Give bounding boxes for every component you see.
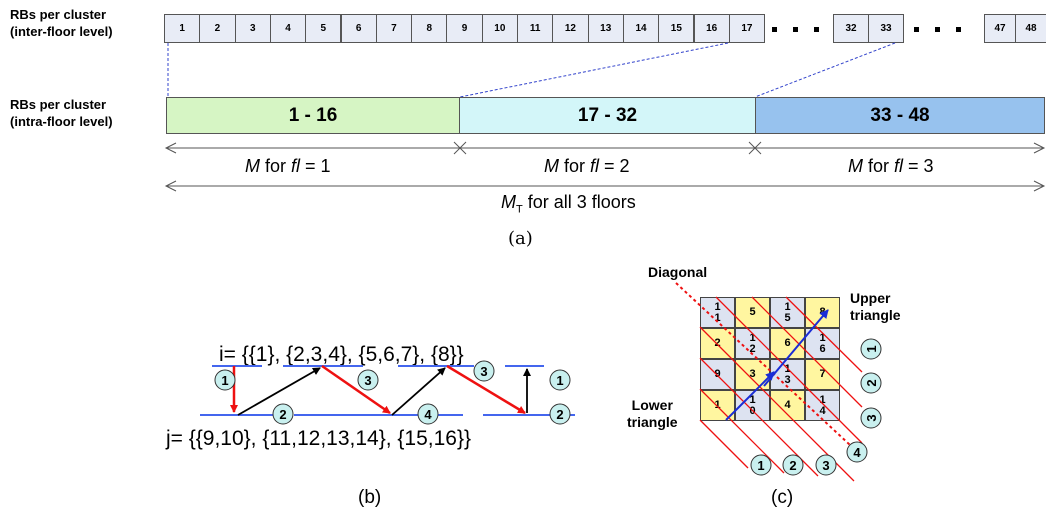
rb-cell: 8 — [411, 14, 448, 43]
caption-a: (a) — [508, 228, 533, 249]
right-circle-label: 2 — [864, 379, 879, 386]
rb-cell: 48 — [1015, 14, 1046, 43]
rb-cell: 13 — [587, 14, 624, 43]
rb-cell: 32 — [833, 14, 869, 43]
diagonal-label: Diagonal — [648, 264, 708, 280]
bottom-circle-label: 1 — [757, 458, 764, 473]
ellipsis-dot — [772, 27, 777, 32]
step-circle-label: 1 — [221, 373, 228, 388]
ellipsis-dot — [914, 27, 919, 32]
step-circle-label: 1 — [556, 373, 563, 388]
upper-label-line-2: triangle — [850, 307, 901, 323]
intra-floor-row-label: RBs per cluster (intra-floor level) — [10, 96, 113, 130]
m-label-floor-2: M for fl = 2 — [544, 156, 630, 176]
mt-label: MT for all 3 floors — [501, 192, 636, 216]
right-circle-label: 1 — [864, 345, 879, 352]
floor-band: 33 - 48 — [755, 97, 1045, 134]
step-circle-label: 3 — [364, 373, 371, 388]
step-circle-label: 4 — [424, 407, 432, 422]
upper-label-line-1: Upper — [850, 290, 891, 306]
inter-label-line-2: (inter-floor level) — [10, 24, 113, 39]
inter-label-line-1: RBs per cluster — [10, 7, 107, 22]
inter-floor-row-label: RBs per cluster (inter-floor level) — [10, 6, 113, 40]
rb-cell: 17 — [728, 14, 766, 43]
caption-b: (b) — [358, 487, 382, 508]
lower-triangle-label: Lower triangle — [627, 397, 678, 431]
step-circle-label: 2 — [556, 407, 563, 422]
grid-cell: 4 — [770, 390, 805, 421]
caption-c: (c) — [771, 487, 794, 508]
ellipsis-dot — [956, 27, 961, 32]
rb-cell: 12 — [552, 14, 589, 43]
rb-cell: 7 — [375, 14, 413, 43]
step-circle-label: 2 — [279, 407, 286, 422]
grid-cell: 7 — [805, 359, 840, 390]
intra-label-line-2: (intra-floor level) — [10, 114, 113, 129]
bottom-circle-label: 3 — [822, 458, 829, 473]
right-circle-label: 3 — [864, 414, 879, 421]
upper-triangle-label: Upper triangle — [850, 290, 901, 324]
ellipsis-dot — [935, 27, 940, 32]
m-label-floor-1: M for fl = 1 — [245, 156, 331, 176]
m-label-floor-3: M for fl = 3 — [848, 156, 934, 176]
bottom-circle-label: 2 — [789, 458, 796, 473]
part-a-connector-lines — [164, 42, 1046, 192]
ellipsis-dot — [814, 27, 819, 32]
grid-cell: 1 1 — [700, 297, 735, 328]
rb-cell: 47 — [984, 14, 1016, 43]
rb-cell: 33 — [868, 14, 904, 43]
rb-cell: 16 — [693, 14, 730, 43]
grid-cell: 1 2 — [735, 328, 770, 359]
bottom-circle-label: 4 — [853, 445, 861, 460]
floor-band: 17 - 32 — [459, 97, 756, 134]
lower-label-line-2: triangle — [627, 414, 678, 430]
lower-label-line-1: Lower — [631, 397, 673, 413]
grid-cell: 1 5 — [770, 297, 805, 328]
i-set-line: i= {{1}, {2,3,4}, {5,6,7}, {8}} — [219, 343, 464, 366]
j-set-line: j= {{9,10}, {11,12,13,14}, {15,16}} — [166, 427, 472, 450]
rb-cell: 4 — [269, 14, 307, 43]
ellipsis-dot — [793, 27, 798, 32]
rb-cell: 11 — [517, 14, 554, 43]
grid-cell: 5 — [735, 297, 770, 328]
rb-cell: 3 — [234, 14, 271, 43]
intra-label-line-1: RBs per cluster — [10, 97, 107, 112]
step-circle-label: 3 — [480, 364, 487, 379]
rb-cell: 15 — [658, 14, 695, 43]
floor-band: 1 - 16 — [166, 97, 460, 134]
rb-cell: 14 — [622, 14, 660, 43]
